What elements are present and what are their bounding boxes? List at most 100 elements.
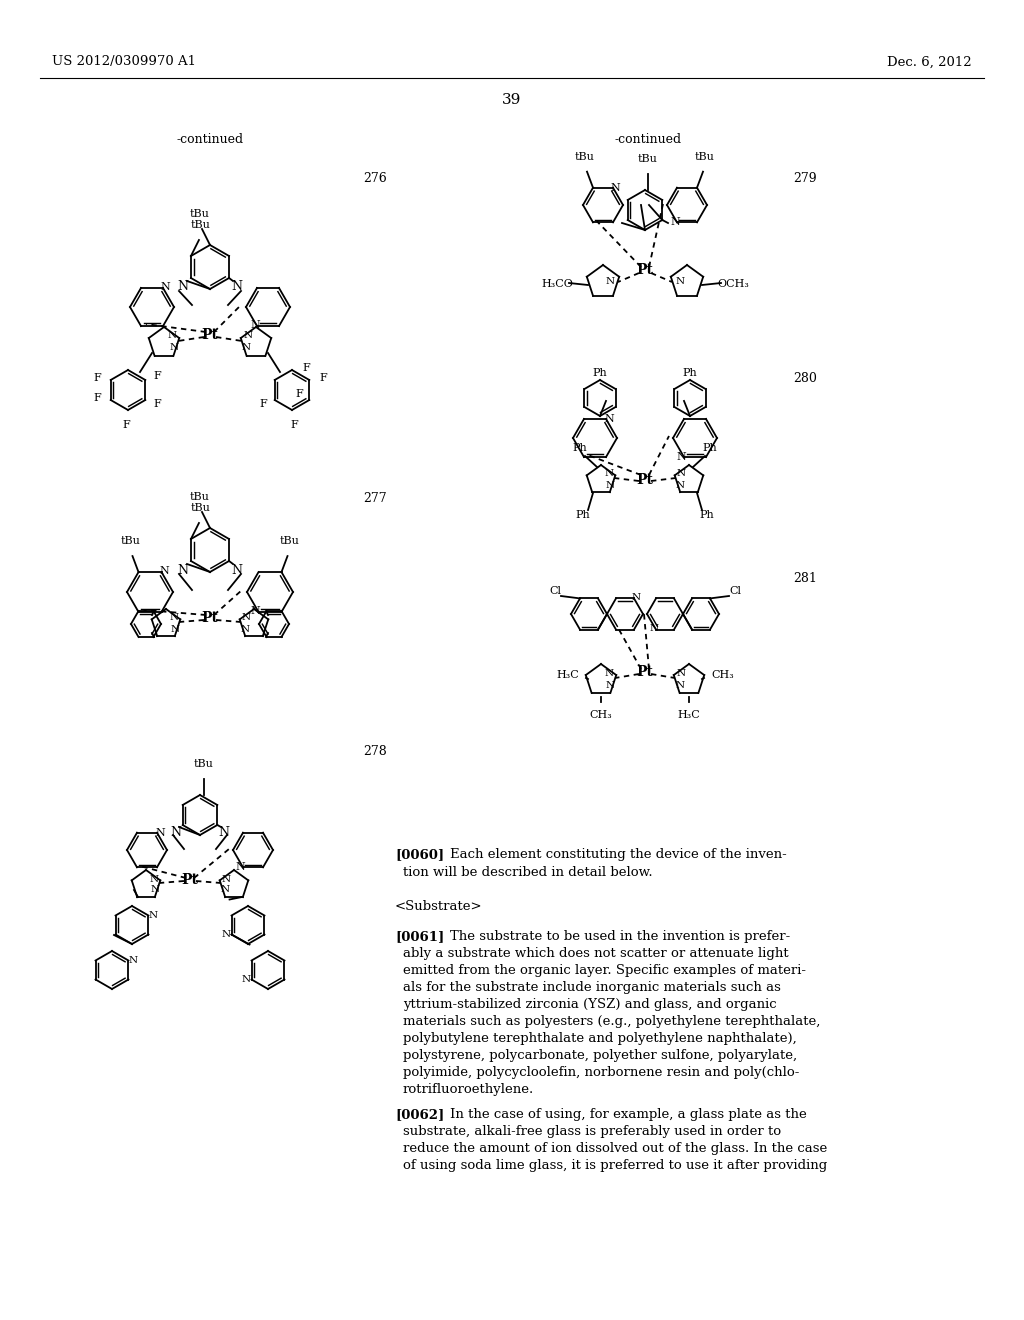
Text: N: N xyxy=(244,331,253,341)
Text: CH₃: CH₃ xyxy=(590,710,612,719)
Text: N: N xyxy=(231,564,243,577)
Text: F: F xyxy=(302,363,309,374)
Text: N: N xyxy=(251,606,260,616)
Text: rotrifluoroethylene.: rotrifluoroethylene. xyxy=(403,1082,535,1096)
Text: N: N xyxy=(250,319,260,330)
Text: N: N xyxy=(168,331,176,341)
Text: yttrium-stabilized zirconia (YSZ) and glass, and organic: yttrium-stabilized zirconia (YSZ) and gl… xyxy=(403,998,776,1011)
Text: H₃C: H₃C xyxy=(556,671,579,680)
Text: N: N xyxy=(605,480,614,490)
Text: N: N xyxy=(241,624,250,634)
Text: 39: 39 xyxy=(503,92,521,107)
Text: F: F xyxy=(122,420,130,430)
Text: Ph: Ph xyxy=(575,510,591,520)
Text: N: N xyxy=(676,681,685,689)
Text: N: N xyxy=(604,414,613,424)
Text: N: N xyxy=(632,593,641,602)
Text: N: N xyxy=(676,276,685,285)
Text: N: N xyxy=(605,681,614,689)
Text: N: N xyxy=(231,281,243,293)
Text: tBu: tBu xyxy=(695,152,715,161)
Text: N: N xyxy=(177,564,188,577)
Text: tBu: tBu xyxy=(190,209,210,219)
Text: N: N xyxy=(218,825,229,838)
Text: N: N xyxy=(220,886,229,895)
Text: N: N xyxy=(171,825,181,838)
Text: N: N xyxy=(148,911,158,920)
Text: Cl: Cl xyxy=(549,586,561,597)
Text: N: N xyxy=(242,343,251,352)
Text: tBu: tBu xyxy=(191,220,211,230)
Text: OCH₃: OCH₃ xyxy=(717,279,749,289)
Text: substrate, alkali-free glass is preferably used in order to: substrate, alkali-free glass is preferab… xyxy=(403,1125,781,1138)
Text: F: F xyxy=(154,399,161,409)
Text: 279: 279 xyxy=(793,172,816,185)
Text: tBu: tBu xyxy=(195,759,214,770)
Text: ably a substrate which does not scatter or attenuate light: ably a substrate which does not scatter … xyxy=(403,946,788,960)
Text: H₃C: H₃C xyxy=(678,710,700,719)
Text: Ph: Ph xyxy=(572,444,588,453)
Text: als for the substrate include inorganic materials such as: als for the substrate include inorganic … xyxy=(403,981,781,994)
Text: CH₃: CH₃ xyxy=(711,671,734,680)
Text: reduce the amount of ion dissolved out of the glass. In the case: reduce the amount of ion dissolved out o… xyxy=(403,1142,827,1155)
Text: of using soda lime glass, it is preferred to use it after providing: of using soda lime glass, it is preferre… xyxy=(403,1159,827,1172)
Text: F: F xyxy=(259,399,266,409)
Text: [0062]: [0062] xyxy=(395,1107,444,1121)
Text: tBu: tBu xyxy=(280,536,299,546)
Text: <Substrate>: <Substrate> xyxy=(395,900,482,913)
Text: Pt: Pt xyxy=(202,611,218,624)
Text: Pt: Pt xyxy=(181,873,199,887)
Text: N: N xyxy=(236,862,245,873)
Text: 281: 281 xyxy=(793,572,817,585)
Text: N: N xyxy=(242,614,251,623)
Text: Ph: Ph xyxy=(699,510,715,520)
Text: N: N xyxy=(610,182,620,193)
Text: N: N xyxy=(221,874,230,883)
Text: N: N xyxy=(169,343,178,352)
Text: polyimide, polycycloolefin, norbornene resin and poly(chlo-: polyimide, polycycloolefin, norbornene r… xyxy=(403,1067,800,1078)
Text: -continued: -continued xyxy=(614,133,682,147)
Text: -continued: -continued xyxy=(176,133,244,147)
Text: F: F xyxy=(290,420,298,430)
Text: N: N xyxy=(151,886,160,895)
Text: F: F xyxy=(93,393,100,403)
Text: tBu: tBu xyxy=(121,536,140,546)
Text: N: N xyxy=(160,282,170,292)
Text: In the case of using, for example, a glass plate as the: In the case of using, for example, a gla… xyxy=(450,1107,807,1121)
Text: 276: 276 xyxy=(362,172,387,185)
Text: N: N xyxy=(677,470,685,479)
Text: tBu: tBu xyxy=(191,503,211,513)
Text: Pt: Pt xyxy=(637,665,653,678)
Text: N: N xyxy=(150,874,159,883)
Text: F: F xyxy=(296,389,303,399)
Text: tBu: tBu xyxy=(575,152,595,161)
Text: H₃CO: H₃CO xyxy=(541,279,573,289)
Text: N: N xyxy=(160,566,169,576)
Text: tion will be described in detail below.: tion will be described in detail below. xyxy=(403,866,652,879)
Text: materials such as polyesters (e.g., polyethylene terephthalate,: materials such as polyesters (e.g., poly… xyxy=(403,1015,820,1028)
Text: N: N xyxy=(676,451,686,462)
Text: N: N xyxy=(155,828,165,838)
Text: polystyrene, polycarbonate, polyether sulfone, polyarylate,: polystyrene, polycarbonate, polyether su… xyxy=(403,1049,797,1063)
Text: N: N xyxy=(169,614,178,623)
Text: US 2012/0309970 A1: US 2012/0309970 A1 xyxy=(52,55,196,69)
Text: N: N xyxy=(670,218,680,227)
Text: Pt: Pt xyxy=(202,327,218,342)
Text: F: F xyxy=(319,374,327,383)
Text: tBu: tBu xyxy=(190,492,210,502)
Text: Ph: Ph xyxy=(683,368,697,378)
Text: Pt: Pt xyxy=(637,263,653,277)
Text: N: N xyxy=(677,668,685,677)
Text: N: N xyxy=(177,281,188,293)
Text: Dec. 6, 2012: Dec. 6, 2012 xyxy=(888,55,972,69)
Text: N: N xyxy=(242,975,251,983)
Text: 277: 277 xyxy=(362,492,387,506)
Text: 278: 278 xyxy=(362,744,387,758)
Text: The substrate to be used in the invention is prefer-: The substrate to be used in the inventio… xyxy=(450,931,791,942)
Text: Pt: Pt xyxy=(637,473,653,487)
Text: tBu: tBu xyxy=(638,154,658,164)
Text: N: N xyxy=(604,668,613,677)
Text: Cl: Cl xyxy=(729,586,741,597)
Text: emitted from the organic layer. Specific examples of materi-: emitted from the organic layer. Specific… xyxy=(403,964,806,977)
Text: N: N xyxy=(129,956,138,965)
